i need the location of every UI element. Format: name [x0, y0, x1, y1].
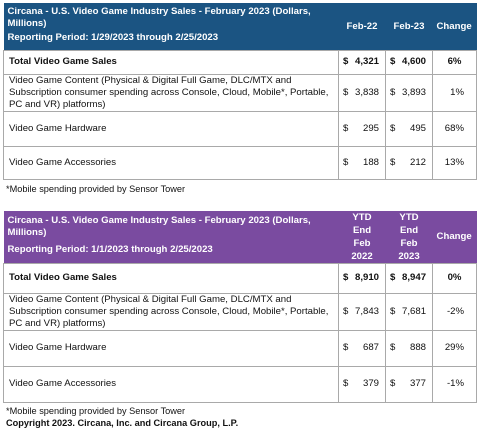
currency-symbol: $	[385, 262, 398, 294]
row-label: Video Game Hardware	[3, 110, 339, 147]
row-label: Total Video Game Sales	[3, 262, 339, 294]
currency-symbol: $	[338, 49, 351, 75]
currency-symbol: $	[385, 292, 398, 331]
currency-symbol: $	[338, 145, 351, 180]
reporting-period: Reporting Period: 1/29/2023 through 2/25…	[3, 30, 339, 50]
currency-symbol: $	[385, 110, 398, 147]
table-row: Total Video Game Sales $ 8,910 $ 8,947 0…	[3, 262, 478, 294]
value-ytd-2022: 379	[350, 365, 387, 403]
table-row: Video Game Hardware $ 687 $ 888 29%	[3, 329, 478, 367]
change-value: 68%	[432, 110, 477, 147]
table-header-row: Circana - U.S. Video Game Industry Sales…	[3, 210, 477, 263]
currency-symbol: $	[385, 329, 398, 367]
column-header-feb-22: Feb-22	[338, 3, 386, 50]
currency-symbol: $	[385, 73, 398, 112]
column-header-feb-23: Feb-23	[385, 3, 433, 50]
row-label: Video Game Accessories	[3, 365, 339, 403]
value-ytd-2023: 8,947	[397, 262, 434, 294]
currency-symbol: $	[385, 365, 398, 403]
currency-symbol: $	[338, 329, 351, 367]
value-ytd-2023: 377	[397, 365, 434, 403]
monthly-sales-table: Circana - U.S. Video Game Industry Sales…	[3, 3, 477, 180]
reporting-period: Reporting Period: 1/1/2023 through 2/25/…	[3, 240, 339, 263]
currency-symbol: $	[338, 292, 351, 331]
value-ytd-2023: 888	[397, 329, 434, 367]
footnote: *Mobile spending provided by Sensor Towe…	[6, 183, 186, 194]
currency-symbol: $	[338, 73, 351, 112]
value-feb-23: 3,893	[397, 73, 433, 112]
column-header-line: Feb 2023	[398, 237, 420, 262]
table-row: Total Video Game Sales $ 4,321 $ 4,600 6…	[3, 49, 477, 75]
currency-symbol: $	[338, 365, 351, 403]
value-feb-23: 495	[397, 110, 433, 147]
table-row: Video Game Hardware $ 295 $ 495 68%	[3, 110, 477, 147]
value-feb-22: 295	[350, 110, 386, 147]
change-value: 0%	[432, 262, 478, 294]
change-value: -2%	[432, 292, 478, 331]
value-feb-23: 4,600	[397, 49, 433, 75]
currency-symbol: $	[338, 262, 351, 294]
row-label: Video Game Content (Physical & Digital F…	[3, 73, 339, 112]
column-header-change: Change	[432, 3, 477, 50]
change-value: 1%	[432, 73, 477, 112]
table-title: Circana - U.S. Video Game Industry Sales…	[3, 210, 339, 241]
column-header-line: Feb 2022	[351, 237, 373, 262]
table-header-row: Circana - U.S. Video Game Industry Sales…	[3, 3, 477, 50]
table-period-row: Reporting Period: 1/29/2023 through 2/25…	[3, 30, 477, 50]
column-header-ytd-2023: YTD End Feb 2023	[385, 210, 433, 263]
change-value: 13%	[432, 145, 477, 180]
change-value: 29%	[432, 329, 478, 367]
table-title: Circana - U.S. Video Game Industry Sales…	[3, 3, 339, 30]
footnote: *Mobile spending provided by Sensor Towe…	[6, 405, 186, 416]
value-ytd-2023: 7,681	[397, 292, 434, 331]
value-feb-22: 188	[350, 145, 386, 180]
column-header-line: YTD End	[399, 211, 419, 236]
value-feb-23: 212	[397, 145, 433, 180]
row-label: Total Video Game Sales	[3, 49, 339, 75]
copyright: Copyright 2023. Circana, Inc. and Circan…	[6, 417, 239, 428]
change-value: 6%	[432, 49, 477, 75]
currency-symbol: $	[385, 49, 398, 75]
table-row: Video Game Accessories $ 188 $ 212 13%	[3, 145, 477, 180]
row-label: Video Game Accessories	[3, 145, 339, 180]
currency-symbol: $	[385, 145, 398, 180]
row-label: Video Game Content (Physical & Digital F…	[3, 292, 339, 331]
value-ytd-2022: 7,843	[350, 292, 387, 331]
table-row: Video Game Content (Physical & Digital F…	[3, 73, 477, 112]
table-row: Video Game Accessories $ 379 $ 377 -1%	[3, 365, 478, 403]
row-label: Video Game Hardware	[3, 329, 339, 367]
value-ytd-2022: 8,910	[350, 262, 387, 294]
currency-symbol: $	[338, 110, 351, 147]
value-feb-22: 3,838	[350, 73, 386, 112]
sales-report: Circana - U.S. Video Game Industry Sales…	[0, 3, 480, 428]
ytd-sales-table: Circana - U.S. Video Game Industry Sales…	[3, 210, 478, 403]
value-ytd-2022: 687	[350, 329, 387, 367]
change-value: -1%	[432, 365, 478, 403]
table-row: Video Game Content (Physical & Digital F…	[3, 292, 478, 331]
column-header-ytd-2022: YTD End Feb 2022	[338, 210, 386, 263]
value-feb-22: 4,321	[350, 49, 386, 75]
table-period-row: Reporting Period: 1/1/2023 through 2/25/…	[3, 240, 477, 263]
column-header-line: YTD End	[352, 211, 372, 236]
column-header-change: Change	[432, 210, 477, 263]
